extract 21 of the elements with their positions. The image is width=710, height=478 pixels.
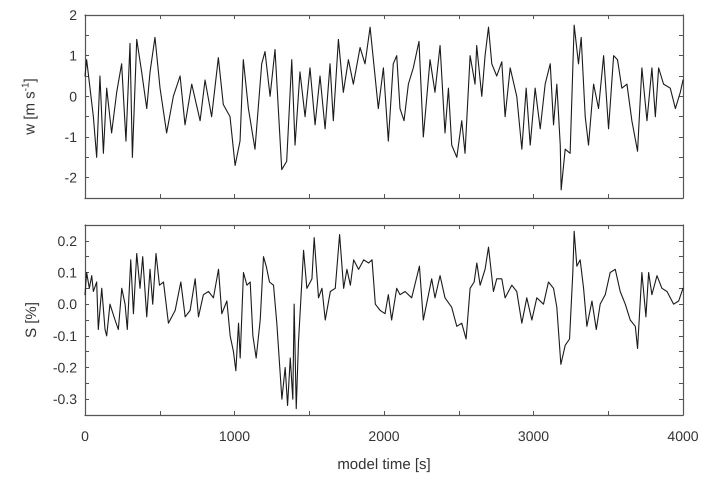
x-tick-label: 2000 <box>368 428 400 444</box>
y-tick-label: -0.1 <box>52 328 78 344</box>
y-tick-label: -0.2 <box>52 360 78 376</box>
x-tick-label: 4000 <box>667 428 699 444</box>
x-tick-label: 0 <box>81 428 90 444</box>
line-series <box>84 24 684 190</box>
y-tick-label: -1 <box>64 129 78 145</box>
y-axis-title: S [%] <box>23 302 40 338</box>
y-tick-label: -0.3 <box>52 391 78 408</box>
y-tick-label: 0.0 <box>58 296 78 312</box>
x-tick-label: 3000 <box>518 428 550 444</box>
y-tick-label: 2 <box>69 7 78 23</box>
y-tick-label: 1 <box>69 48 78 64</box>
y-tick-label: -2 <box>64 170 78 186</box>
y-tick-label: 0 <box>69 88 78 104</box>
y-tick-label: 0.1 <box>58 264 78 280</box>
y-axis-title: w [m s-1] <box>20 78 38 136</box>
x-axis-title: model time [s] <box>337 456 431 473</box>
x-tick-label: 1000 <box>218 428 250 444</box>
y-tick-label: 0.2 <box>58 232 78 249</box>
line-series <box>84 230 684 410</box>
